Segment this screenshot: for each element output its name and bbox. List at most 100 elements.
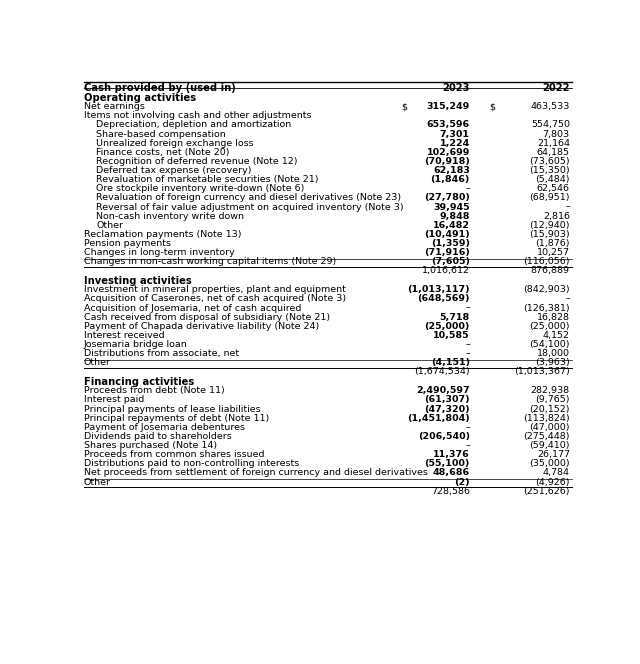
Text: 876,889: 876,889 [531, 266, 570, 276]
Text: Acquisition of Caserones, net of cash acquired (Note 3): Acquisition of Caserones, net of cash ac… [84, 294, 346, 303]
Text: (73,605): (73,605) [529, 157, 570, 166]
Text: 2023: 2023 [442, 83, 470, 93]
Text: –: – [565, 203, 570, 212]
Text: Josemaria bridge loan: Josemaria bridge loan [84, 340, 188, 349]
Text: 554,750: 554,750 [531, 120, 570, 129]
Text: 11,376: 11,376 [433, 450, 470, 459]
Text: Items not involving cash and other adjustments: Items not involving cash and other adjus… [84, 112, 312, 120]
Text: Pension payments: Pension payments [84, 239, 171, 248]
Text: (59,410): (59,410) [529, 441, 570, 450]
Text: $: $ [402, 102, 408, 112]
Text: (12,940): (12,940) [529, 221, 570, 230]
Text: Net earnings: Net earnings [84, 102, 145, 112]
Text: 1,224: 1,224 [440, 139, 470, 147]
Text: 16,482: 16,482 [433, 221, 470, 230]
Text: –: – [465, 349, 470, 358]
Text: (68,951): (68,951) [529, 193, 570, 203]
Text: (206,540): (206,540) [418, 432, 470, 441]
Text: 62,546: 62,546 [537, 185, 570, 193]
Text: $: $ [489, 102, 495, 112]
Text: (71,916): (71,916) [424, 248, 470, 257]
Text: Other: Other [84, 359, 111, 367]
Text: (10,491): (10,491) [424, 230, 470, 239]
Text: (25,000): (25,000) [424, 322, 470, 331]
Text: Proceeds from debt (Note 11): Proceeds from debt (Note 11) [84, 386, 225, 395]
Text: Other: Other [96, 221, 124, 230]
Text: (842,903): (842,903) [523, 286, 570, 294]
Text: (113,824): (113,824) [523, 414, 570, 423]
Text: Changes in non-cash working capital items (Note 29): Changes in non-cash working capital item… [84, 258, 336, 266]
Text: 7,803: 7,803 [543, 129, 570, 139]
Text: Share-based compensation: Share-based compensation [96, 129, 226, 139]
Text: 7,301: 7,301 [440, 129, 470, 139]
Text: 10,257: 10,257 [537, 248, 570, 257]
Text: (47,000): (47,000) [529, 423, 570, 432]
Text: Net proceeds from settlement of foreign currency and diesel derivatives: Net proceeds from settlement of foreign … [84, 469, 428, 477]
Text: (275,448): (275,448) [524, 432, 570, 441]
Text: 64,185: 64,185 [537, 148, 570, 157]
Text: 18,000: 18,000 [537, 349, 570, 358]
Text: Payment of Chapada derivative liability (Note 24): Payment of Chapada derivative liability … [84, 322, 319, 331]
Text: Reclamation payments (Note 13): Reclamation payments (Note 13) [84, 230, 241, 239]
Text: (1,451,804): (1,451,804) [407, 414, 470, 423]
Text: Unrealized foreign exchange loss: Unrealized foreign exchange loss [96, 139, 254, 147]
Text: Dividends paid to shareholders: Dividends paid to shareholders [84, 432, 232, 441]
Text: Revaluation of foreign currency and diesel derivatives (Note 23): Revaluation of foreign currency and dies… [96, 193, 401, 203]
Text: Principal payments of lease liabilities: Principal payments of lease liabilities [84, 404, 260, 414]
Text: (54,100): (54,100) [529, 340, 570, 349]
Text: Acquisition of Josemaria, net of cash acquired: Acquisition of Josemaria, net of cash ac… [84, 303, 301, 313]
Text: Proceeds from common shares issued: Proceeds from common shares issued [84, 450, 264, 459]
Text: Reversal of fair value adjustment on acquired inventory (Note 3): Reversal of fair value adjustment on acq… [96, 203, 404, 212]
Text: (116,056): (116,056) [524, 258, 570, 266]
Text: 39,945: 39,945 [433, 203, 470, 212]
Text: Ore stockpile inventory write-down (Note 6): Ore stockpile inventory write-down (Note… [96, 185, 305, 193]
Text: Shares purchased (Note 14): Shares purchased (Note 14) [84, 441, 217, 450]
Text: 2,816: 2,816 [543, 212, 570, 220]
Text: 102,699: 102,699 [426, 148, 470, 157]
Text: Principal repayments of debt (Note 11): Principal repayments of debt (Note 11) [84, 414, 269, 423]
Text: (1,674,534): (1,674,534) [414, 367, 470, 376]
Text: (1,013,117): (1,013,117) [407, 286, 470, 294]
Text: –: – [565, 294, 570, 303]
Text: 2022: 2022 [542, 83, 570, 93]
Text: (55,100): (55,100) [424, 459, 470, 468]
Text: 1,016,612: 1,016,612 [422, 266, 470, 276]
Text: 5,718: 5,718 [440, 313, 470, 322]
Text: Cash received from disposal of subsidiary (Note 21): Cash received from disposal of subsidiar… [84, 313, 330, 322]
Text: (15,350): (15,350) [529, 166, 570, 175]
Text: (3,963): (3,963) [535, 359, 570, 367]
Text: 4,152: 4,152 [543, 331, 570, 340]
Text: (1,013,367): (1,013,367) [514, 367, 570, 376]
Text: (126,381): (126,381) [523, 303, 570, 313]
Text: Interest received: Interest received [84, 331, 164, 340]
Text: Deferred tax expense (recovery): Deferred tax expense (recovery) [96, 166, 252, 175]
Text: 21,164: 21,164 [537, 139, 570, 147]
Text: Distributions from associate, net: Distributions from associate, net [84, 349, 239, 358]
Text: (1,876): (1,876) [535, 239, 570, 248]
Text: (47,320): (47,320) [424, 404, 470, 414]
Text: (27,780): (27,780) [424, 193, 470, 203]
Text: Investing activities: Investing activities [84, 276, 191, 286]
Text: Investment in mineral properties, plant and equipment: Investment in mineral properties, plant … [84, 286, 346, 294]
Text: 728,586: 728,586 [431, 487, 470, 496]
Text: (4,926): (4,926) [535, 477, 570, 487]
Text: –: – [465, 340, 470, 349]
Text: 16,828: 16,828 [537, 313, 570, 322]
Text: (648,569): (648,569) [417, 294, 470, 303]
Text: (1,846): (1,846) [431, 175, 470, 184]
Text: –: – [465, 185, 470, 193]
Text: Operating activities: Operating activities [84, 93, 196, 103]
Text: Distributions paid to non-controlling interests: Distributions paid to non-controlling in… [84, 459, 299, 468]
Text: (20,152): (20,152) [529, 404, 570, 414]
Text: (70,918): (70,918) [424, 157, 470, 166]
Text: Depreciation, depletion and amortization: Depreciation, depletion and amortization [96, 120, 292, 129]
Text: (7,605): (7,605) [431, 258, 470, 266]
Text: Interest paid: Interest paid [84, 396, 144, 404]
Text: Revaluation of marketable securities (Note 21): Revaluation of marketable securities (No… [96, 175, 319, 184]
Text: Finance costs, net (Note 20): Finance costs, net (Note 20) [96, 148, 230, 157]
Text: 282,938: 282,938 [531, 386, 570, 395]
Text: 4,784: 4,784 [543, 469, 570, 477]
Text: (251,626): (251,626) [524, 487, 570, 496]
Text: Other: Other [84, 477, 111, 487]
Text: –: – [465, 423, 470, 432]
